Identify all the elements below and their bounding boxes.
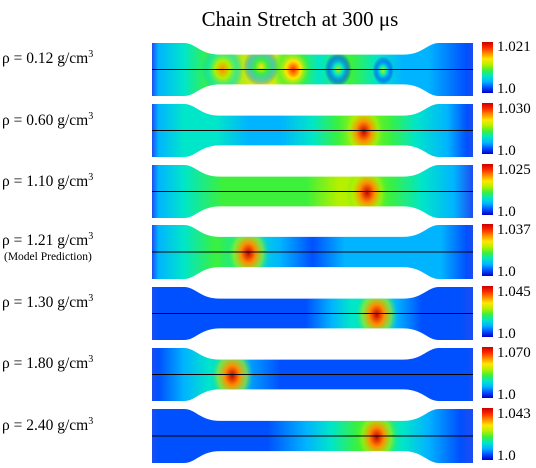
hot-spot bbox=[243, 47, 280, 87]
density-label-1: ρ = 0.60 g/cm3 bbox=[2, 111, 94, 129]
colorbar-max-3: 1.037 bbox=[497, 222, 531, 238]
panel-5 bbox=[152, 348, 473, 401]
hot-spot bbox=[346, 165, 389, 218]
colorbar-max-0: 1.021 bbox=[497, 39, 531, 55]
hot-spot bbox=[211, 348, 254, 401]
hot-spot bbox=[342, 104, 385, 157]
panel-1 bbox=[152, 104, 473, 157]
colorbar-min-4: 1.0 bbox=[497, 326, 516, 342]
hot-spot bbox=[372, 56, 394, 85]
colorbar-min-0: 1.0 bbox=[497, 81, 516, 97]
panel-6 bbox=[152, 409, 473, 463]
colorbar-3 bbox=[482, 224, 493, 276]
colorbar-max-4: 1.045 bbox=[497, 284, 531, 300]
density-label-6: ρ = 2.40 g/cm3 bbox=[2, 416, 94, 434]
colorbar-min-3: 1.0 bbox=[497, 264, 516, 280]
density-label-3: ρ = 1.21 g/cm3 bbox=[2, 231, 94, 249]
colorbar-0 bbox=[482, 42, 493, 93]
panel-3 bbox=[152, 225, 473, 279]
panel-2 bbox=[152, 165, 473, 218]
colorbar-1 bbox=[482, 103, 493, 154]
density-label-5: ρ = 1.80 g/cm3 bbox=[2, 354, 94, 372]
colorbar-min-2: 1.0 bbox=[497, 204, 516, 220]
model-prediction-note: (Model Prediction) bbox=[4, 251, 92, 263]
density-label-0: ρ = 0.12 g/cm3 bbox=[2, 49, 94, 67]
hot-spot bbox=[227, 225, 270, 279]
colorbar-min-6: 1.0 bbox=[497, 448, 516, 464]
colorbar-max-5: 1.070 bbox=[497, 345, 531, 361]
colorbar-4 bbox=[482, 286, 493, 337]
colorbar-max-2: 1.025 bbox=[497, 162, 531, 178]
hot-spot bbox=[355, 287, 398, 340]
colorbar-2 bbox=[482, 164, 493, 215]
panel-0 bbox=[152, 43, 473, 96]
colorbar-min-1: 1.0 bbox=[497, 143, 516, 159]
colorbar-max-1: 1.030 bbox=[497, 101, 531, 117]
figure-title: Chain Stretch at 300 μs bbox=[201, 7, 399, 31]
colorbar-max-6: 1.043 bbox=[497, 406, 531, 422]
density-label-4: ρ = 1.30 g/cm3 bbox=[2, 293, 94, 311]
colorbar-5 bbox=[482, 347, 493, 398]
hot-spot bbox=[355, 409, 398, 463]
density-label-2: ρ = 1.10 g/cm3 bbox=[2, 172, 94, 190]
colorbar-min-5: 1.0 bbox=[497, 387, 516, 403]
colorbar-6 bbox=[482, 408, 493, 460]
panel-4 bbox=[152, 287, 473, 340]
